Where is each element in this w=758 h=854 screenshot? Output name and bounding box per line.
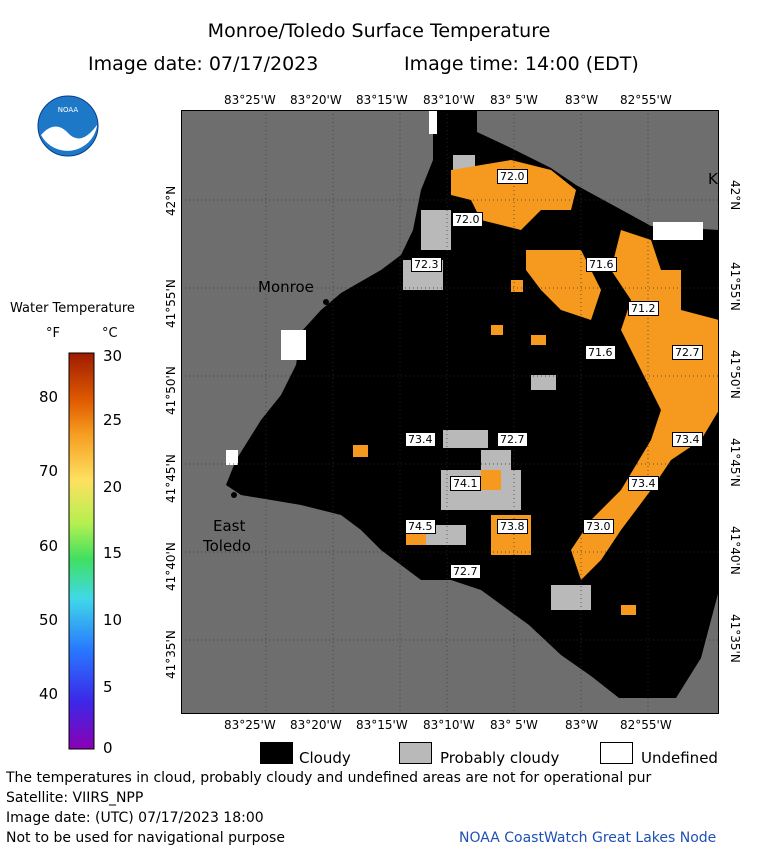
footer-satellite: Satellite: VIIRS_NPP [6, 790, 144, 806]
temp-label: 72.7 [497, 432, 528, 447]
place-east-toledo-line1: East [213, 517, 246, 535]
lat-tick-left: 41°45'N [164, 454, 178, 503]
legend-title: Water Temperature [10, 301, 135, 316]
key-probably-cloudy-label: Probably cloudy [440, 749, 560, 767]
map-frame [181, 110, 719, 714]
temp-label: 74.5 [405, 519, 436, 534]
lat-tick-left: 41°40'N [164, 542, 178, 591]
temp-label: 72.3 [411, 257, 442, 272]
legend-c-tick: 0 [103, 739, 113, 757]
temperature-map [181, 110, 719, 714]
east-toledo-marker [231, 492, 237, 498]
lon-tick-bottom: 83°10'W [423, 718, 475, 732]
legend-c-tick: 10 [103, 611, 123, 629]
legend-c-tick: 30 [103, 347, 123, 365]
footer-navigation-warning: Not to be used for navigational purpose [6, 830, 285, 846]
lon-tick-bottom: 83° 5'W [490, 718, 538, 732]
lon-tick-top: 83°W [565, 93, 599, 107]
lon-tick-bottom: 83°20'W [290, 718, 342, 732]
lon-tick-top: 83°25'W [224, 93, 276, 107]
key-undefined-label: Undefined [641, 749, 718, 767]
temp-label: 73.4 [628, 476, 659, 491]
legend-c-tick: 20 [103, 478, 123, 496]
image-time-label: Image time: 14:00 (EDT) [404, 53, 639, 75]
legend-unit-c: °C [102, 326, 118, 341]
map-title: Monroe/Toledo Surface Temperature [207, 20, 551, 42]
lat-tick-right: 42°N [728, 180, 742, 211]
legend-f-tick: 50 [39, 611, 59, 629]
key-undefined-swatch [600, 742, 633, 764]
temp-label: 73.4 [405, 432, 436, 447]
lon-tick-top: 82°55'W [620, 93, 672, 107]
lon-tick-top: 83°10'W [423, 93, 475, 107]
legend-c-tick: 15 [103, 544, 123, 562]
legend-f-tick: 60 [39, 537, 59, 555]
lon-tick-bottom: 83°W [565, 718, 599, 732]
legend-color-bar [68, 352, 95, 750]
undefined-areas [226, 110, 703, 465]
temp-label: 72.7 [672, 345, 703, 360]
noaa-logo-text: NOAA [58, 106, 79, 114]
legend-unit-f: °F [46, 326, 60, 341]
noaa-logo: NOAA [37, 95, 99, 157]
lon-tick-top: 83°15'W [356, 93, 408, 107]
key-cloudy-swatch [260, 742, 293, 764]
lat-tick-left: 41°55'N [164, 279, 178, 328]
monroe-marker [323, 299, 329, 305]
lat-tick-right: 41°45'N [728, 438, 742, 487]
temp-label: 74.1 [450, 476, 481, 491]
temp-label: 72.7 [450, 564, 481, 579]
lat-tick-right: 41°40'N [728, 526, 742, 575]
legend-f-tick: 40 [39, 685, 59, 703]
temp-label: 71.2 [628, 301, 659, 316]
footer-disclaimer: The temperatures in cloud, probably clou… [6, 770, 652, 786]
lat-tick-left: 41°35'N [164, 630, 178, 679]
lat-tick-right: 41°50'N [728, 350, 742, 399]
lat-tick-left: 42°N [164, 185, 178, 216]
lat-tick-right: 41°35'N [728, 614, 742, 663]
key-cloudy-label: Cloudy [299, 749, 351, 767]
footer-utc-date: Image date: (UTC) 07/17/2023 18:00 [6, 810, 264, 826]
temp-label: 72.0 [452, 212, 483, 227]
lat-tick-left: 41°50'N [164, 366, 178, 415]
lon-tick-bottom: 82°55'W [620, 718, 672, 732]
legend-f-tick: 70 [39, 462, 59, 480]
lat-tick-right: 41°55'N [728, 262, 742, 311]
temp-label: 71.6 [586, 257, 617, 272]
footer-credit: NOAA CoastWatch Great Lakes Node [459, 830, 717, 846]
graticule [181, 110, 719, 714]
legend-c-tick: 5 [103, 678, 113, 696]
place-k: K [708, 170, 718, 188]
temp-label: 72.0 [497, 169, 528, 184]
lon-tick-bottom: 83°25'W [224, 718, 276, 732]
lon-tick-top: 83° 5'W [490, 93, 538, 107]
key-probably-cloudy-swatch [399, 742, 432, 764]
temp-label: 73.4 [672, 432, 703, 447]
place-monroe: Monroe [258, 278, 314, 296]
temp-label: 73.0 [583, 519, 614, 534]
image-date-label: Image date: 07/17/2023 [88, 53, 319, 75]
temp-label: 71.6 [585, 345, 616, 360]
legend-f-tick: 80 [39, 388, 59, 406]
lon-tick-top: 83°20'W [290, 93, 342, 107]
place-east-toledo-line2: Toledo [203, 537, 251, 555]
legend-c-tick: 25 [103, 411, 123, 429]
temp-label: 73.8 [497, 519, 528, 534]
lon-tick-bottom: 83°15'W [356, 718, 408, 732]
